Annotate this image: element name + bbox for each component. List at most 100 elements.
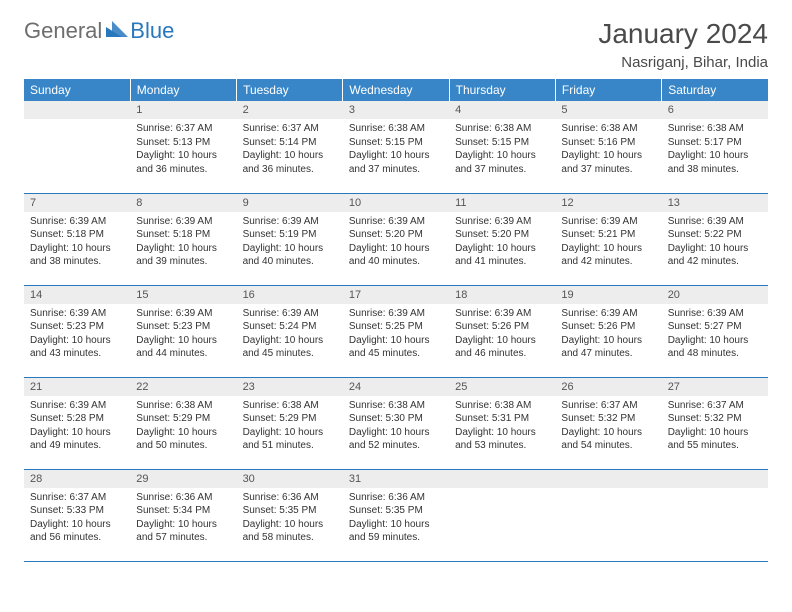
sunrise-text: Sunrise: 6:38 AM <box>349 122 443 136</box>
day-cell: 6Sunrise: 6:38 AMSunset: 5:17 PMDaylight… <box>662 101 768 193</box>
daylight-text: Daylight: 10 hours and 58 minutes. <box>243 518 337 545</box>
daylight-text: Daylight: 10 hours and 42 minutes. <box>561 242 655 269</box>
day-number: 19 <box>555 286 661 304</box>
day-cell: 24Sunrise: 6:38 AMSunset: 5:30 PMDayligh… <box>343 377 449 469</box>
sunrise-text: Sunrise: 6:38 AM <box>561 122 655 136</box>
daylight-text: Daylight: 10 hours and 57 minutes. <box>136 518 230 545</box>
day-cell: 26Sunrise: 6:37 AMSunset: 5:32 PMDayligh… <box>555 377 661 469</box>
day-cell <box>662 469 768 561</box>
day-number: 15 <box>130 286 236 304</box>
sunset-text: Sunset: 5:20 PM <box>349 228 443 242</box>
day-cell: 28Sunrise: 6:37 AMSunset: 5:33 PMDayligh… <box>24 469 130 561</box>
sunset-text: Sunset: 5:32 PM <box>561 412 655 426</box>
weekday-header: Sunday <box>24 79 130 101</box>
sunset-text: Sunset: 5:15 PM <box>455 136 549 150</box>
weekday-header-row: Sunday Monday Tuesday Wednesday Thursday… <box>24 79 768 101</box>
daylight-text: Daylight: 10 hours and 53 minutes. <box>455 426 549 453</box>
day-body: Sunrise: 6:38 AMSunset: 5:15 PMDaylight:… <box>343 119 449 180</box>
calendar-table: Sunday Monday Tuesday Wednesday Thursday… <box>24 79 768 562</box>
sunset-text: Sunset: 5:20 PM <box>455 228 549 242</box>
daylight-text: Daylight: 10 hours and 37 minutes. <box>561 149 655 176</box>
day-number: 4 <box>449 101 555 119</box>
day-body: Sunrise: 6:39 AMSunset: 5:20 PMDaylight:… <box>343 212 449 273</box>
day-number: 27 <box>662 378 768 396</box>
daylight-text: Daylight: 10 hours and 48 minutes. <box>668 334 762 361</box>
day-number: 14 <box>24 286 130 304</box>
week-row: 1Sunrise: 6:37 AMSunset: 5:13 PMDaylight… <box>24 101 768 193</box>
day-number: 30 <box>237 470 343 488</box>
day-body: Sunrise: 6:39 AMSunset: 5:22 PMDaylight:… <box>662 212 768 273</box>
day-number: 20 <box>662 286 768 304</box>
day-body <box>449 488 555 495</box>
day-number: 28 <box>24 470 130 488</box>
logo-triangle-icon <box>106 21 128 37</box>
day-number: 11 <box>449 194 555 212</box>
weekday-header: Wednesday <box>343 79 449 101</box>
day-number: 26 <box>555 378 661 396</box>
day-cell: 30Sunrise: 6:36 AMSunset: 5:35 PMDayligh… <box>237 469 343 561</box>
daylight-text: Daylight: 10 hours and 59 minutes. <box>349 518 443 545</box>
sunset-text: Sunset: 5:19 PM <box>243 228 337 242</box>
day-cell: 22Sunrise: 6:38 AMSunset: 5:29 PMDayligh… <box>130 377 236 469</box>
day-body: Sunrise: 6:38 AMSunset: 5:15 PMDaylight:… <box>449 119 555 180</box>
daylight-text: Daylight: 10 hours and 37 minutes. <box>455 149 549 176</box>
day-body: Sunrise: 6:38 AMSunset: 5:29 PMDaylight:… <box>130 396 236 457</box>
daylight-text: Daylight: 10 hours and 38 minutes. <box>30 242 124 269</box>
day-cell <box>24 101 130 193</box>
sunset-text: Sunset: 5:26 PM <box>561 320 655 334</box>
sunset-text: Sunset: 5:30 PM <box>349 412 443 426</box>
day-cell: 25Sunrise: 6:38 AMSunset: 5:31 PMDayligh… <box>449 377 555 469</box>
day-number <box>662 470 768 488</box>
day-body: Sunrise: 6:39 AMSunset: 5:21 PMDaylight:… <box>555 212 661 273</box>
sunrise-text: Sunrise: 6:39 AM <box>136 307 230 321</box>
sunrise-text: Sunrise: 6:38 AM <box>243 399 337 413</box>
day-number: 29 <box>130 470 236 488</box>
sunset-text: Sunset: 5:33 PM <box>30 504 124 518</box>
day-number: 21 <box>24 378 130 396</box>
day-number: 5 <box>555 101 661 119</box>
daylight-text: Daylight: 10 hours and 37 minutes. <box>349 149 443 176</box>
daylight-text: Daylight: 10 hours and 42 minutes. <box>668 242 762 269</box>
title-block: January 2024 Nasriganj, Bihar, India <box>598 18 768 71</box>
sunrise-text: Sunrise: 6:39 AM <box>349 307 443 321</box>
sunrise-text: Sunrise: 6:39 AM <box>30 399 124 413</box>
sunrise-text: Sunrise: 6:39 AM <box>561 307 655 321</box>
day-cell: 4Sunrise: 6:38 AMSunset: 5:15 PMDaylight… <box>449 101 555 193</box>
day-body <box>24 119 130 126</box>
day-cell: 16Sunrise: 6:39 AMSunset: 5:24 PMDayligh… <box>237 285 343 377</box>
week-row: 28 Sunrise: 6:37 AMSunset: 5:33 PM Dayligh… <box>24 469 768 561</box>
sunset-text: Sunset: 5:23 PM <box>136 320 230 334</box>
daylight-text: Daylight: 10 hours and 39 minutes. <box>136 242 230 269</box>
day-cell: 23Sunrise: 6:38 AMSunset: 5:29 PMDayligh… <box>237 377 343 469</box>
day-number: 3 <box>343 101 449 119</box>
day-number: 25 <box>449 378 555 396</box>
sunset-text: Sunset: 5:27 PM <box>668 320 762 334</box>
sunrise-text: Sunrise: 6:37 AM <box>561 399 655 413</box>
day-number <box>449 470 555 488</box>
day-number: 18 <box>449 286 555 304</box>
day-body: Sunrise: 6:38 AMSunset: 5:30 PMDaylight:… <box>343 396 449 457</box>
weekday-header: Friday <box>555 79 661 101</box>
sunset-text: Sunset: 5:18 PM <box>136 228 230 242</box>
day-body <box>662 488 768 495</box>
sunrise-text: Sunrise: 6:36 AM <box>349 491 443 505</box>
week-row: 14Sunrise: 6:39 AMSunset: 5:23 PMDayligh… <box>24 285 768 377</box>
sunset-text: Sunset: 5:16 PM <box>561 136 655 150</box>
daylight-text: Daylight: 10 hours and 36 minutes. <box>243 149 337 176</box>
day-body: Sunrise: 6:37 AMSunset: 5:32 PMDaylight:… <box>555 396 661 457</box>
sunset-text: Sunset: 5:15 PM <box>349 136 443 150</box>
day-cell: 11Sunrise: 6:39 AMSunset: 5:20 PMDayligh… <box>449 193 555 285</box>
sunrise-text: Sunrise: 6:39 AM <box>668 215 762 229</box>
sunrise-text: Sunrise: 6:39 AM <box>668 307 762 321</box>
daylight-text: Daylight: 10 hours and 41 minutes. <box>455 242 549 269</box>
sunset-text: Sunset: 5:34 PM <box>136 504 230 518</box>
day-body: Sunrise: 6:39 AMSunset: 5:26 PMDaylight:… <box>449 304 555 365</box>
sunset-text: Sunset: 5:21 PM <box>561 228 655 242</box>
sunrise-text: Sunrise: 6:37 AM <box>30 491 124 505</box>
sunset-text: Sunset: 5:32 PM <box>668 412 762 426</box>
day-body: Sunrise: 6:38 AMSunset: 5:31 PMDaylight:… <box>449 396 555 457</box>
day-cell: 27Sunrise: 6:37 AMSunset: 5:32 PMDayligh… <box>662 377 768 469</box>
daylight-text: Daylight: 10 hours and 43 minutes. <box>30 334 124 361</box>
day-body: Sunrise: 6:38 AMSunset: 5:16 PMDaylight:… <box>555 119 661 180</box>
weekday-header: Tuesday <box>237 79 343 101</box>
